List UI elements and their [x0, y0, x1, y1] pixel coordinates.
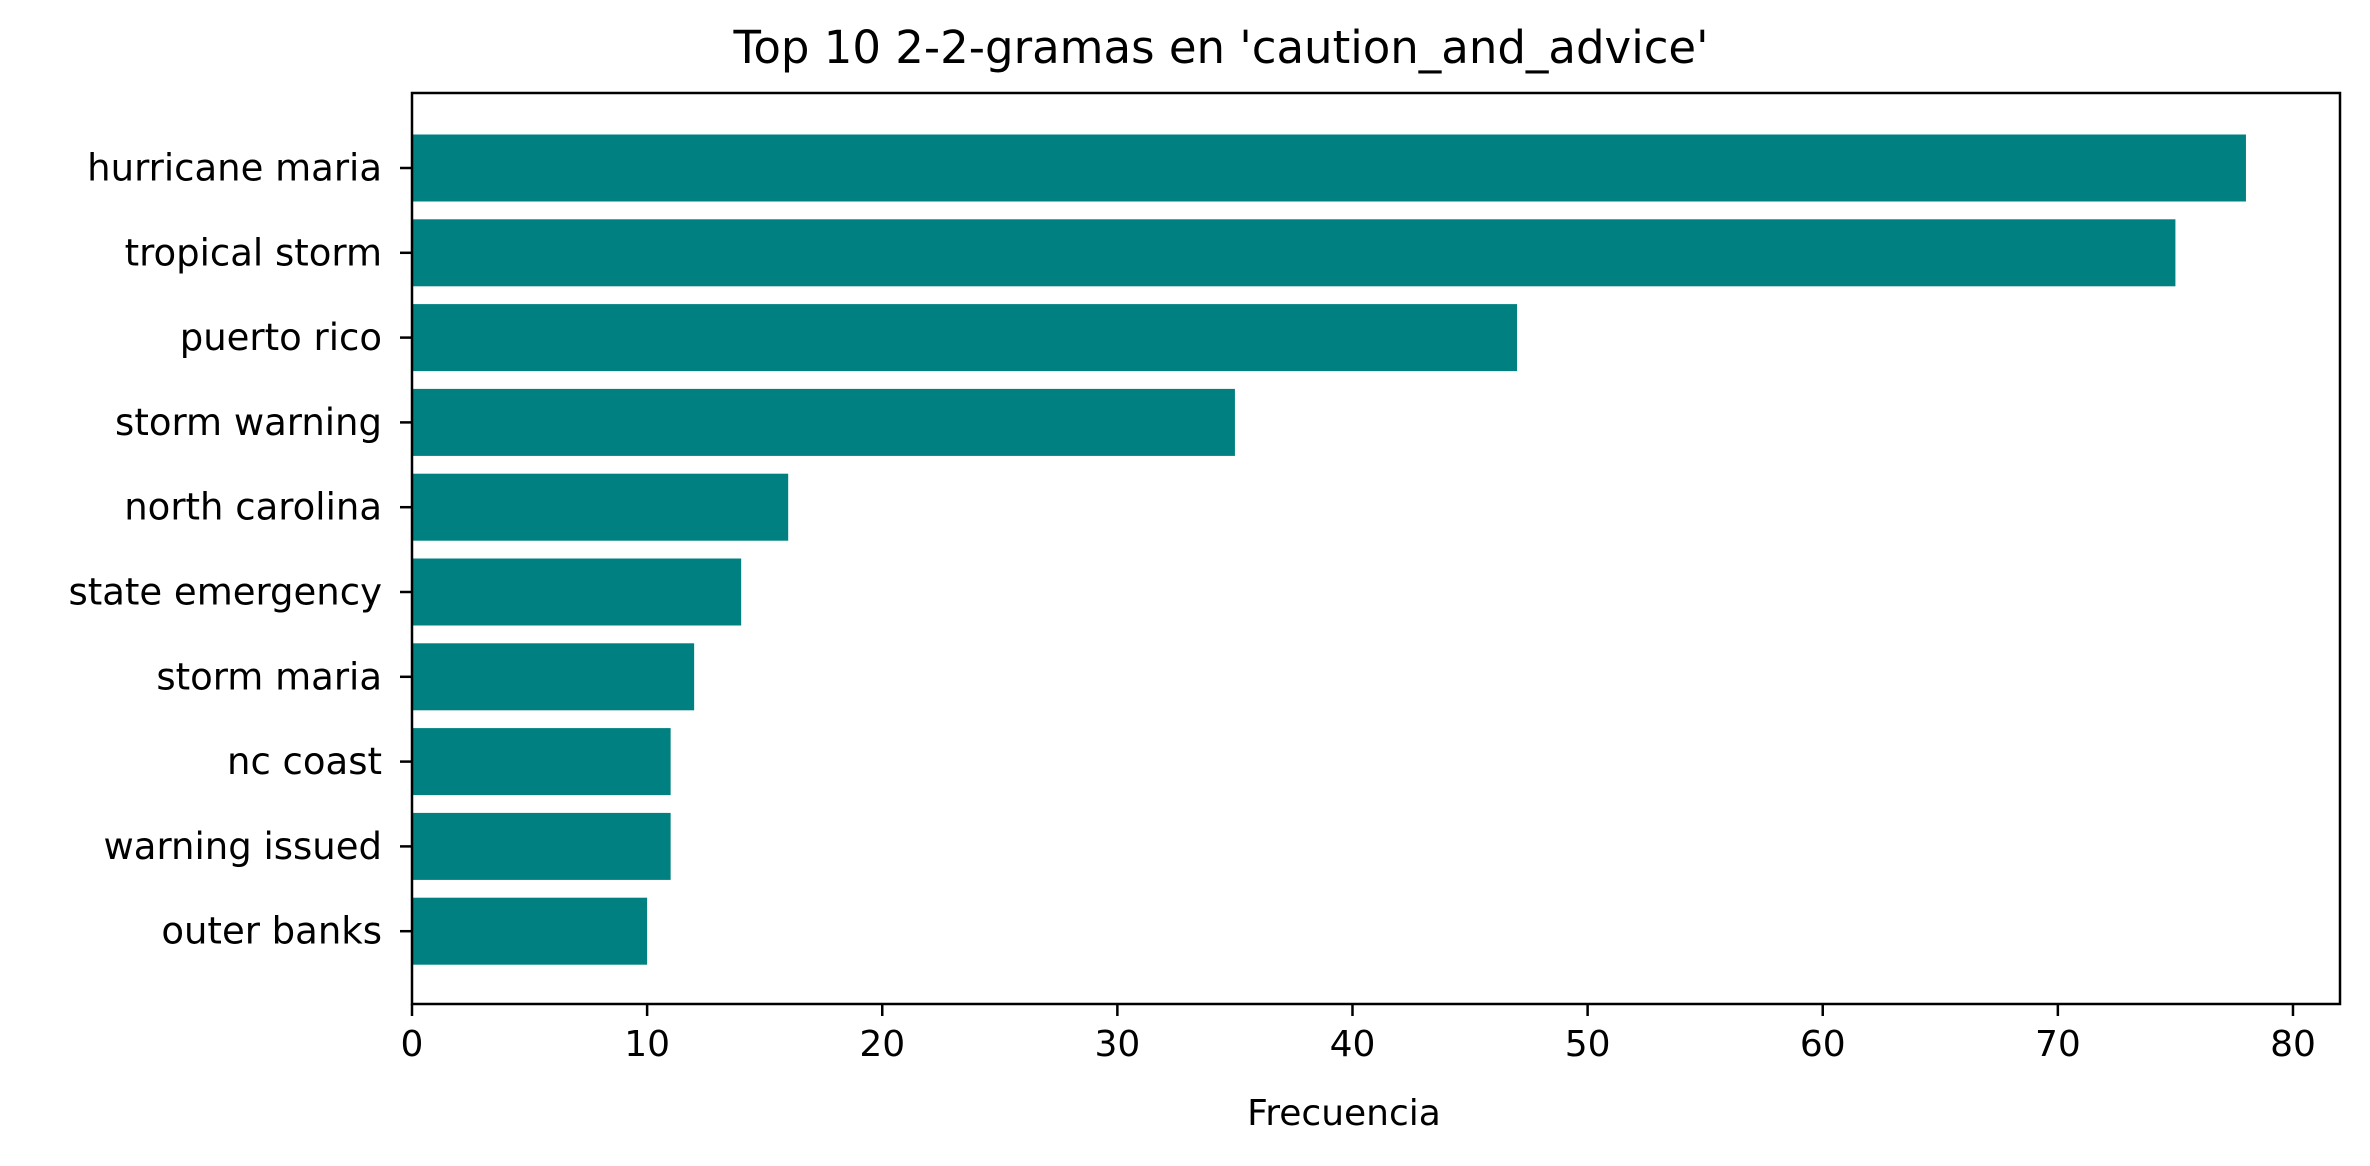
bar [412, 643, 695, 711]
bar [412, 473, 789, 541]
bars-layer [412, 134, 2246, 965]
y-tick-label: storm warning [115, 401, 382, 444]
x-tick-label: 50 [1565, 1024, 1611, 1065]
x-tick-label: 30 [1094, 1024, 1140, 1065]
y-tick-label: tropical storm [125, 231, 382, 274]
y-tick-label: north carolina [124, 486, 382, 529]
x-tick-label: 20 [859, 1024, 905, 1065]
x-tick-label: 80 [2270, 1024, 2316, 1065]
y-tick-label: nc coast [227, 740, 382, 783]
y-tick-label: hurricane maria [87, 147, 382, 190]
y-tick-label: outer banks [161, 910, 382, 953]
chart-title: Top 10 2-2-gramas en 'caution_and_advice… [733, 21, 1709, 74]
bar [412, 812, 671, 880]
y-tick-label: storm maria [156, 655, 382, 698]
bar [412, 388, 1235, 456]
y-tick-label: puerto rico [180, 316, 382, 359]
bar [412, 134, 2246, 202]
x-axis: 0 10 20 30 40 50 60 70 80 [401, 1004, 2316, 1065]
bar [412, 558, 742, 626]
x-tick-label: 10 [624, 1024, 670, 1065]
bar [412, 219, 2176, 287]
bar [412, 897, 648, 965]
y-axis: hurricane maria tropical storm puerto rico… [68, 147, 412, 953]
y-tick-label: warning issued [104, 825, 382, 868]
x-axis-label: Frecuencia [1247, 1093, 1441, 1134]
x-tick-label: 70 [2035, 1024, 2081, 1065]
x-tick-label: 60 [1800, 1024, 1846, 1065]
plot-frame [410, 91, 2342, 1006]
y-tick-label: state emergency [68, 571, 382, 614]
x-tick-label: 40 [1330, 1024, 1376, 1065]
x-tick-label: 0 [401, 1024, 424, 1065]
bar [412, 304, 1518, 372]
bar [412, 728, 671, 796]
